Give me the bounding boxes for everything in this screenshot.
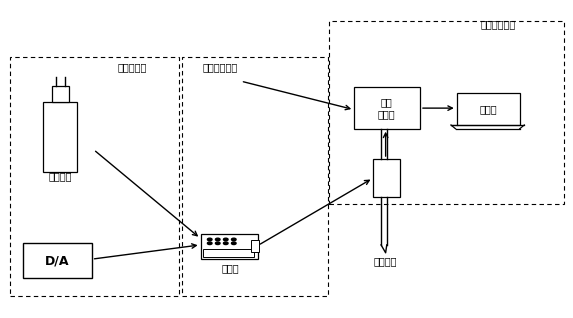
- Bar: [43, 102, 77, 172]
- Circle shape: [231, 238, 236, 241]
- Bar: [457, 93, 520, 125]
- Bar: [10, 57, 179, 296]
- Bar: [182, 57, 328, 296]
- Text: 控制反馈系统: 控制反馈系统: [203, 62, 238, 72]
- Circle shape: [207, 242, 212, 245]
- Circle shape: [207, 238, 212, 241]
- Text: 控制器: 控制器: [222, 263, 239, 273]
- Text: D/A: D/A: [45, 254, 69, 267]
- Bar: [354, 87, 420, 129]
- Text: 动力源系统: 动力源系统: [117, 62, 147, 72]
- Circle shape: [215, 242, 220, 245]
- Circle shape: [231, 242, 236, 245]
- Bar: [329, 21, 564, 204]
- Text: 压缩氮气: 压缩氮气: [48, 171, 72, 182]
- Text: 计算机: 计算机: [480, 104, 497, 114]
- Bar: [201, 234, 258, 259]
- Bar: [251, 240, 259, 252]
- Circle shape: [223, 242, 228, 245]
- Bar: [203, 249, 254, 257]
- Text: 数据采集系统: 数据采集系统: [481, 19, 516, 29]
- Bar: [373, 159, 400, 197]
- Circle shape: [215, 238, 220, 241]
- Circle shape: [223, 238, 228, 241]
- Text: 测试系统: 测试系统: [374, 257, 398, 266]
- Bar: [23, 243, 92, 278]
- Bar: [52, 86, 69, 102]
- Text: 信号
处理器: 信号 处理器: [378, 97, 395, 119]
